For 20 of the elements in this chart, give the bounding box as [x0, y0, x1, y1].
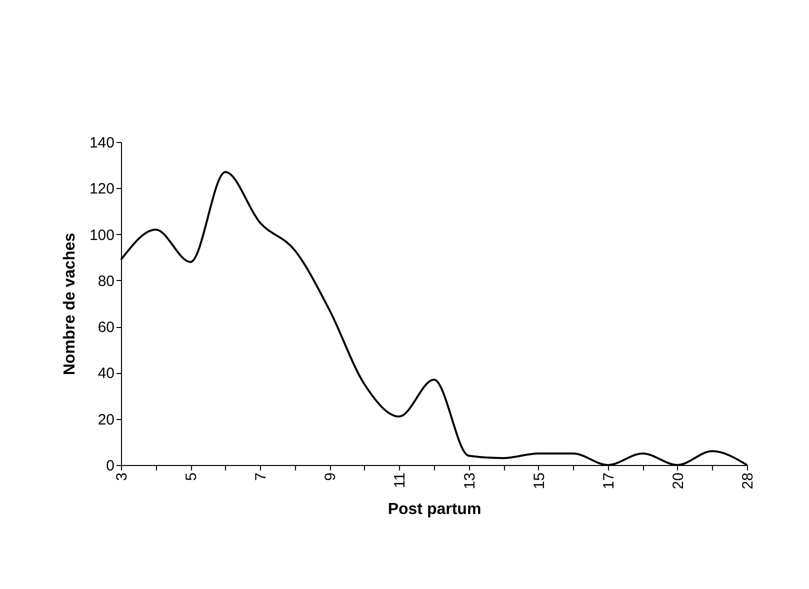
x-tick-label: 3	[114, 472, 130, 481]
x-tick-label: 11	[392, 472, 409, 488]
y-tick-label: 60	[98, 319, 114, 336]
y-tick-label: 100	[89, 226, 114, 244]
x-tick-label: 13	[461, 472, 478, 490]
y-tick-label: 40	[98, 365, 114, 382]
x-tick-label: 28	[740, 472, 756, 490]
x-axis-title: Post partum	[388, 501, 482, 518]
y-tick-label: 20	[98, 411, 114, 428]
y-tick-label: 0	[106, 458, 114, 474]
x-tick-label: 5	[183, 472, 200, 481]
x-tick-label: 20	[670, 472, 687, 490]
x-tick-label: 17	[600, 472, 618, 490]
y-tick-label: 120	[89, 180, 114, 198]
x-tick-label: 9	[322, 472, 340, 481]
y-tick-label: 80	[98, 272, 114, 290]
y-axis-title: Nombre de vaches	[61, 232, 78, 376]
x-tick-label: 15	[530, 472, 548, 490]
x-tick-label: 7	[252, 472, 270, 481]
y-tick-label: 140	[89, 134, 114, 152]
